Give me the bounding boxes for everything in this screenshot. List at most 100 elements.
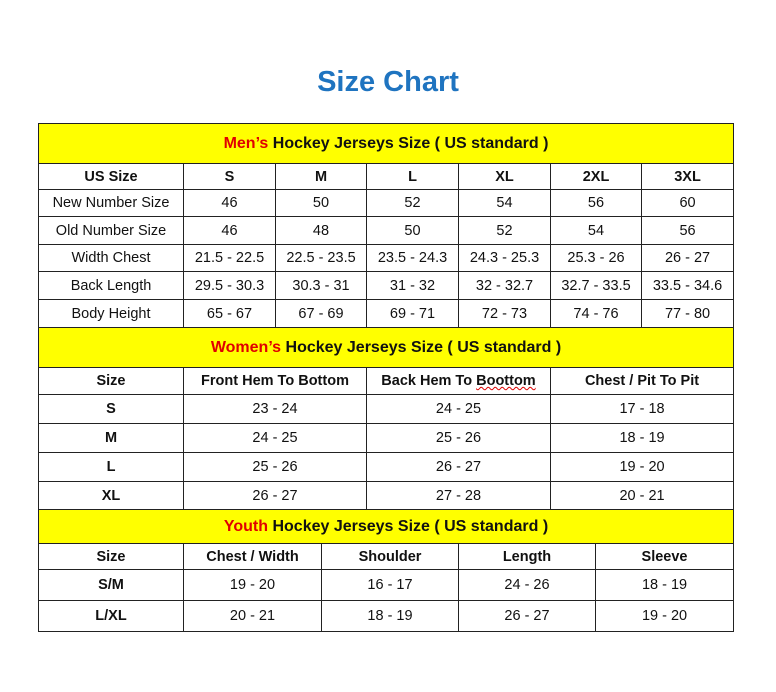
table-cell: 77 - 80 xyxy=(640,299,735,328)
table-cell: 18 - 19 xyxy=(594,569,735,601)
column-header: 3XL xyxy=(640,163,735,190)
row-label: Back Length xyxy=(38,271,184,300)
column-header-label: Shoulder xyxy=(358,548,422,565)
column-header-label: Chest / Pit To Pit xyxy=(584,373,700,389)
column-header-label: S xyxy=(224,168,235,185)
table-cell: 65 - 67 xyxy=(183,299,276,328)
column-header: Size xyxy=(38,543,184,570)
column-header: 2XL xyxy=(550,163,642,190)
column-header-label: US Size xyxy=(84,168,138,185)
row-label: Width Chest xyxy=(38,244,184,272)
column-header: S xyxy=(183,163,276,190)
row-label: Body Height xyxy=(38,299,184,328)
column-header: Size xyxy=(38,367,184,395)
table-row: L 25 - 26 26 - 27 19 - 20 xyxy=(38,452,735,482)
row-label: New Number Size xyxy=(38,189,184,217)
column-header-label: Length xyxy=(502,548,552,565)
youth-banner: Youth Hockey Jerseys Size ( US standard … xyxy=(37,509,735,544)
column-header-label: Chest / Width xyxy=(206,548,299,565)
row-label: L xyxy=(38,452,184,482)
table-row: Width Chest 21.5 - 22.5 22.5 - 23.5 23.5 - … xyxy=(38,244,735,272)
table-cell: 26 - 27 xyxy=(366,452,551,482)
column-header: US Size xyxy=(38,163,184,190)
column-header-label: Size xyxy=(96,373,126,389)
table-cell: 25 - 26 xyxy=(183,452,367,482)
row-label: XL xyxy=(38,481,184,510)
women-banner: Women’s Hockey Jerseys Size ( US standar… xyxy=(37,327,735,368)
table-cell: 24.3 - 25.3 xyxy=(458,244,551,272)
youth-size-table: Youth Hockey Jerseys Size ( US standard … xyxy=(37,509,735,632)
column-header-label: L xyxy=(408,168,417,185)
row-label: L/XL xyxy=(38,600,184,632)
table-cell: 50 xyxy=(366,216,459,245)
header-row: Size Chest / Width Shoulder Length Sleeve xyxy=(38,543,735,570)
row-label: Old Number Size xyxy=(38,216,184,245)
men-banner: Men’s Hockey Jerseys Size ( US standard … xyxy=(37,123,735,164)
row-label: S/M xyxy=(38,569,184,601)
table-cell: 23 - 24 xyxy=(183,394,367,424)
table-cell: 25 - 26 xyxy=(366,423,551,453)
column-header-label: Front Hem To Bottom xyxy=(201,373,349,389)
column-header: Chest / Pit To Pit xyxy=(549,367,735,395)
column-header: M xyxy=(275,163,367,190)
table-cell: 24 - 25 xyxy=(183,423,367,453)
table-cell: 18 - 19 xyxy=(321,600,459,632)
column-header-label: Back Hem To Boottom xyxy=(381,373,536,389)
table-cell: 24 - 26 xyxy=(458,569,596,601)
table-cell: 48 xyxy=(275,216,367,245)
column-header-label: Sleeve xyxy=(641,548,688,565)
table-row: L/XL 20 - 21 18 - 19 26 - 27 19 - 20 xyxy=(38,600,735,632)
column-header-label: 3XL xyxy=(674,168,701,185)
table-row: New Number Size 46 50 52 54 56 60 xyxy=(38,189,735,217)
table-cell: 52 xyxy=(458,216,551,245)
table-cell: 69 - 71 xyxy=(366,299,459,328)
table-cell: 52 xyxy=(366,189,459,217)
banner-text: Hockey Jerseys Size ( US standard ) xyxy=(268,134,549,152)
table-row: Body Height 65 - 67 67 - 69 69 - 71 72 - 73 7… xyxy=(38,299,735,328)
table-cell: 50 xyxy=(275,189,367,217)
table-cell: 60 xyxy=(640,189,735,217)
table-cell: 56 xyxy=(550,189,642,217)
column-header: L xyxy=(366,163,459,190)
table-cell: 16 - 17 xyxy=(321,569,459,601)
table-cell: 46 xyxy=(183,189,276,217)
column-header: Front Hem To Bottom xyxy=(183,367,367,395)
column-header: Sleeve xyxy=(594,543,735,570)
column-header-label: M xyxy=(314,168,328,185)
row-label: S xyxy=(38,394,184,424)
table-cell: 26 - 27 xyxy=(183,481,367,510)
table-cell: 19 - 20 xyxy=(183,569,322,601)
banner-text: Hockey Jerseys Size ( US standard ) xyxy=(281,338,562,356)
table-row: M 24 - 25 25 - 26 18 - 19 xyxy=(38,423,735,453)
table-cell: 26 - 27 xyxy=(458,600,596,632)
table-cell: 54 xyxy=(458,189,551,217)
table-cell: 20 - 21 xyxy=(183,600,322,632)
column-header: Length xyxy=(458,543,596,570)
column-header-label: Size xyxy=(96,548,126,565)
column-header: Back Hem To Boottom xyxy=(366,367,551,395)
womens-size-table: Women’s Hockey Jerseys Size ( US standar… xyxy=(37,327,735,510)
table-cell: 27 - 28 xyxy=(366,481,551,510)
table-cell: 72 - 73 xyxy=(458,299,551,328)
table-cell: 18 - 19 xyxy=(549,423,735,453)
table-cell: 46 xyxy=(183,216,276,245)
table-cell: 17 - 18 xyxy=(549,394,735,424)
table-row: S/M 19 - 20 16 - 17 24 - 26 18 - 19 xyxy=(38,569,735,601)
table-row: XL 26 - 27 27 - 28 20 - 21 xyxy=(38,481,735,510)
table-cell: 56 xyxy=(640,216,735,245)
banner-highlight: Men’s xyxy=(223,134,269,152)
table-cell: 21.5 - 22.5 xyxy=(183,244,276,272)
table-cell: 19 - 20 xyxy=(549,452,735,482)
banner-highlight: Women’s xyxy=(210,338,282,356)
column-header-label: 2XL xyxy=(582,168,610,185)
page-title: Size Chart xyxy=(317,66,459,98)
mens-size-table: Men’s Hockey Jerseys Size ( US standard … xyxy=(37,123,735,328)
row-label: M xyxy=(38,423,184,453)
table-cell: 22.5 - 23.5 xyxy=(275,244,367,272)
table-row: Back Length 29.5 - 30.3 30.3 - 31 31 - 32 32… xyxy=(38,271,735,300)
table-cell: 20 - 21 xyxy=(549,481,735,510)
table-cell: 74 - 76 xyxy=(550,299,642,328)
banner-highlight: Youth xyxy=(223,517,269,535)
table-cell: 25.3 - 26 xyxy=(550,244,642,272)
table-cell: 33.5 - 34.6 xyxy=(640,271,735,300)
